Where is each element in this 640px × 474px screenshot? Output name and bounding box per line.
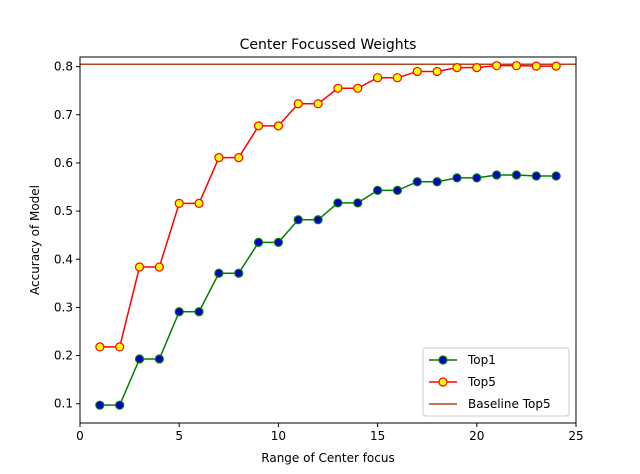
top1-data-point	[333, 198, 343, 208]
top1-data-point	[293, 215, 303, 225]
y-tick-label: 0.3	[54, 300, 73, 314]
x-axis: 0 5 10 15 20 25	[76, 423, 584, 443]
top1-data-point	[273, 237, 283, 248]
top5-data-point	[531, 61, 541, 71]
top5-data-point	[273, 121, 283, 131]
top1-data-point	[511, 170, 522, 180]
top1-data-point	[412, 177, 422, 187]
top1-data-point	[214, 268, 224, 278]
top1-data-point	[472, 173, 482, 183]
legend-top5-label: Top5	[467, 375, 496, 389]
top1-data-point	[253, 237, 264, 248]
top5-data-point	[492, 61, 502, 71]
x-tick-label: 5	[175, 429, 183, 443]
legend-top1-label: Top1	[467, 353, 496, 367]
legend-top5-marker	[438, 377, 448, 387]
top5-data-point	[373, 73, 383, 83]
y-axis-label: Accuracy of Model	[28, 185, 42, 295]
y-tick-label: 0.8	[54, 60, 73, 74]
chart-title: Center Focussed Weights	[240, 37, 417, 53]
y-axis: 0.1 0.2 0.3 0.4 0.5 0.6 0.7 0.8	[54, 60, 80, 411]
y-tick-label: 0.1	[54, 397, 73, 411]
top1-data-point	[492, 170, 502, 180]
top5-data-point	[234, 153, 244, 163]
top1-data-point	[134, 354, 145, 364]
top1-data-point	[154, 354, 164, 364]
y-tick-label: 0.5	[54, 204, 73, 218]
legend-baseline-top5-label: Baseline Top5	[468, 397, 551, 411]
top5-data-point	[313, 99, 323, 109]
top1-data-point	[373, 185, 383, 195]
x-tick-label: 15	[370, 429, 385, 443]
top1-data-point	[531, 171, 541, 181]
top1-data-point	[432, 177, 442, 187]
y-tick-label: 0.6	[54, 156, 73, 170]
top5-data-point	[115, 342, 125, 352]
top5-data-point	[154, 262, 164, 272]
top5-data-point	[333, 83, 343, 93]
y-tick-label: 0.2	[54, 349, 73, 363]
top1-data-point	[115, 400, 125, 410]
top5-data-point	[392, 73, 403, 83]
top5-data-point	[472, 62, 482, 73]
top5-data-point	[194, 198, 204, 208]
top1-data-point	[551, 171, 561, 181]
x-tick-label: 0	[76, 429, 84, 443]
axes-frame	[79, 56, 577, 424]
top5-data-point	[412, 66, 422, 77]
legend-top1-marker	[438, 355, 448, 365]
top5-data-point	[214, 153, 224, 163]
top5-data-point	[452, 62, 462, 73]
top1-data-point	[353, 198, 363, 208]
top1-data-point	[452, 173, 462, 183]
x-tick-label: 10	[271, 429, 286, 443]
x-axis-label: Range of Center focus	[261, 451, 394, 465]
plot-content	[80, 61, 576, 410]
y-tick-label: 0.7	[54, 108, 73, 122]
top5-data-point	[551, 61, 561, 71]
top1-data-point	[313, 215, 323, 225]
top1-data-point	[95, 400, 105, 410]
top1-data-point	[234, 268, 244, 278]
legend: Top1 Top5 Baseline Top5	[422, 347, 570, 417]
top5-data-point	[293, 99, 303, 109]
top5-data-point	[95, 342, 105, 352]
top5-data-point	[511, 61, 522, 71]
top5-data-point	[174, 198, 184, 208]
x-tick-label: 25	[568, 429, 583, 443]
top5-data-point	[353, 83, 363, 93]
top1-data-point	[194, 307, 204, 317]
top1-data-point	[174, 307, 184, 317]
x-tick-label: 20	[469, 429, 484, 443]
top5-data-point	[432, 66, 442, 77]
y-tick-label: 0.4	[54, 252, 73, 266]
legend-box	[422, 347, 570, 417]
top5-data-point	[134, 262, 145, 272]
top1-data-point	[392, 185, 403, 195]
top5-data-point	[253, 121, 264, 131]
